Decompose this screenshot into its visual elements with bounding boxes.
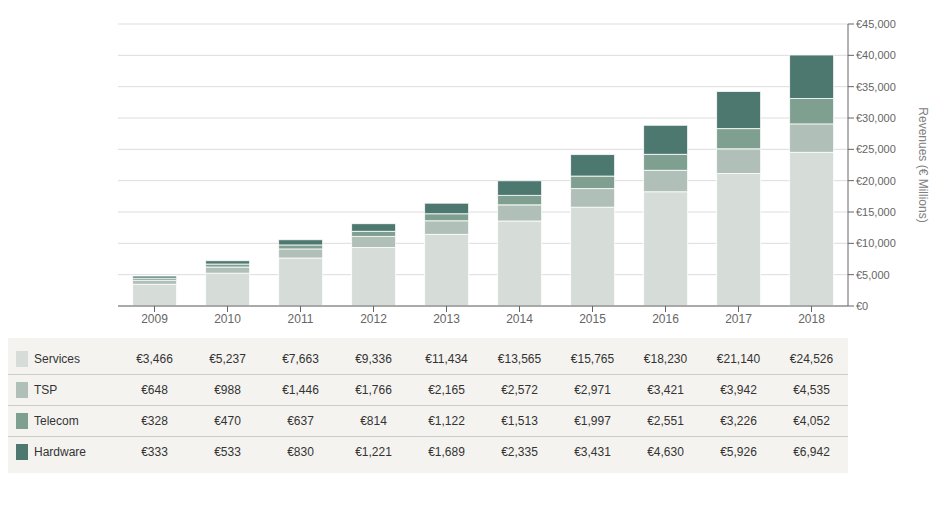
html-text:€3,466: €3,466	[136, 352, 173, 366]
html-text:€24,526: €24,526	[789, 352, 834, 366]
html-text:€1,766: €1,766	[355, 383, 392, 397]
html-text:€637: €637	[287, 414, 314, 428]
html-text:€2,551: €2,551	[647, 414, 684, 428]
html-text:€1,997: €1,997	[574, 414, 611, 428]
svg-text:€25,000: €25,000	[856, 143, 896, 155]
svg-text:Revenues (€ Millions): Revenues (€ Millions)	[916, 107, 930, 222]
html-text:€21,140: €21,140	[716, 352, 761, 366]
html-text:€1,513: €1,513	[501, 414, 538, 428]
svg-text:€35,000: €35,000	[856, 81, 896, 93]
svg-text:2015: 2015	[579, 312, 606, 326]
svg-text:€20,000: €20,000	[856, 175, 896, 187]
html-text:€830: €830	[287, 445, 314, 459]
html-text:€18,230: €18,230	[643, 352, 688, 366]
html-text:€3,421: €3,421	[647, 383, 684, 397]
svg-text:2017: 2017	[725, 312, 752, 326]
html-text:€1,221: €1,221	[355, 445, 392, 459]
svg-text:€30,000: €30,000	[856, 112, 896, 124]
html-text:€4,052: €4,052	[793, 414, 830, 428]
html-text:€1,446: €1,446	[282, 383, 319, 397]
html-text:€648: €648	[141, 383, 168, 397]
svg-text:€10,000: €10,000	[856, 237, 896, 249]
html-text:€333: €333	[141, 445, 168, 459]
html-text:€2,971: €2,971	[574, 383, 611, 397]
html-text:€533: €533	[214, 445, 241, 459]
html-text:€9,336: €9,336	[355, 352, 392, 366]
html-text:€7,663: €7,663	[282, 352, 319, 366]
html-text:€2,572: €2,572	[501, 383, 538, 397]
html-text:€5,237: €5,237	[209, 352, 246, 366]
svg-text:€15,000: €15,000	[856, 206, 896, 218]
html-text:€328: €328	[141, 414, 168, 428]
html-text:€1,122: €1,122	[428, 414, 465, 428]
html-text:€470: €470	[214, 414, 241, 428]
html-text:€814: €814	[360, 414, 387, 428]
svg-text:€40,000: €40,000	[856, 49, 896, 61]
html-text:€5,926: €5,926	[720, 445, 757, 459]
html-text:TSP: TSP	[34, 383, 58, 397]
html-text:Services: Services	[34, 352, 80, 366]
svg-text:2014: 2014	[506, 312, 533, 326]
svg-text:2011: 2011	[288, 312, 314, 326]
svg-text:2009: 2009	[141, 312, 168, 326]
html-text:€6,942: €6,942	[793, 445, 830, 459]
svg-text:€0: €0	[856, 300, 868, 312]
html-text:€2,335: €2,335	[501, 445, 538, 459]
html-text:€2,165: €2,165	[428, 383, 465, 397]
html-text:Telecom: Telecom	[34, 414, 79, 428]
html-text:€4,535: €4,535	[793, 383, 830, 397]
html-text:€13,565: €13,565	[497, 352, 542, 366]
html-text:€3,431: €3,431	[574, 445, 611, 459]
html-text:€15,765: €15,765	[570, 352, 615, 366]
html-text:€988: €988	[214, 383, 241, 397]
html-text:€3,942: €3,942	[720, 383, 757, 397]
html-text:€4,630: €4,630	[647, 445, 684, 459]
svg-text:2018: 2018	[798, 312, 825, 326]
svg-text:2012: 2012	[360, 312, 387, 326]
svg-text:2016: 2016	[652, 312, 679, 326]
svg-text:€45,000: €45,000	[856, 18, 896, 30]
svg-text:2010: 2010	[214, 312, 241, 326]
svg-text:€5,000: €5,000	[856, 269, 890, 281]
svg-text:2013: 2013	[433, 312, 460, 326]
html-text:€11,434: €11,434	[425, 352, 468, 366]
html-text:€3,226: €3,226	[720, 414, 757, 428]
html-text:Hardware: Hardware	[34, 445, 86, 459]
html-text:€1,689: €1,689	[428, 445, 465, 459]
